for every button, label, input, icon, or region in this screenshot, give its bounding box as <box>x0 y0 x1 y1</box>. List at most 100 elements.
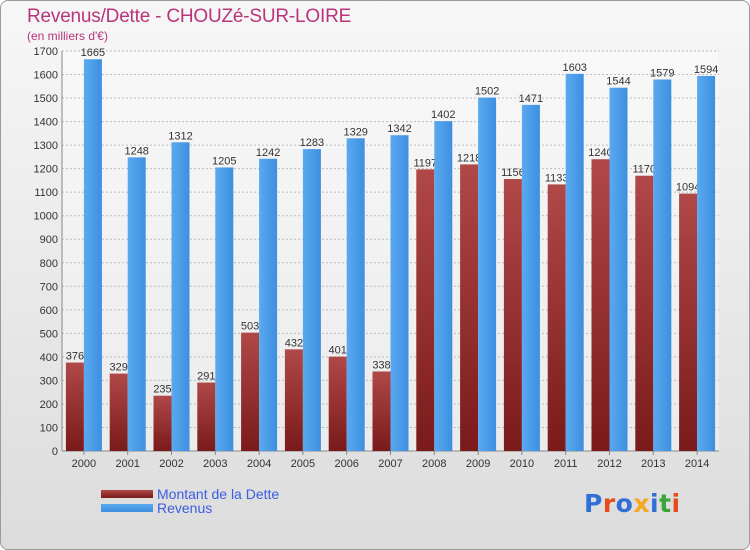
legend-item-revenue: Revenus <box>101 500 279 516</box>
data-label-revenue: 1248 <box>124 145 148 157</box>
y-tick-label: 500 <box>40 328 58 340</box>
bar-revenue <box>521 104 540 451</box>
legend-label-revenue: Revenus <box>157 500 213 516</box>
legend-swatch-debt <box>101 490 153 498</box>
data-label-debt: 329 <box>110 362 128 374</box>
logo-letter: P <box>584 489 603 518</box>
legend: Montant de la Dette Revenus <box>101 486 280 516</box>
bar-revenue <box>346 138 365 451</box>
data-label-debt: 1156 <box>501 167 525 179</box>
logo-letter: t <box>659 489 672 518</box>
bar-debt <box>197 382 216 451</box>
y-tick-label: 200 <box>40 399 58 411</box>
data-label-debt: 1094 <box>676 182 700 194</box>
data-label-debt: 1170 <box>632 164 656 176</box>
x-tick-label: 2008 <box>422 458 446 470</box>
data-label-revenue: 1342 <box>387 123 411 135</box>
x-tick-label: 2004 <box>247 458 271 470</box>
y-tick-label: 1300 <box>34 140 58 152</box>
data-label-revenue: 1603 <box>562 62 586 74</box>
bar-revenue <box>478 97 497 452</box>
bar-debt <box>460 164 479 452</box>
bar-revenue <box>171 142 190 451</box>
data-label-revenue: 1283 <box>300 137 324 149</box>
data-label-debt: 432 <box>285 337 303 349</box>
bar-revenue <box>83 59 102 452</box>
y-tick-label: 600 <box>40 305 58 317</box>
y-tick-label: 0 <box>52 446 58 458</box>
data-label-debt: 235 <box>153 384 171 396</box>
bar-debt <box>328 356 347 451</box>
x-tick-label: 2006 <box>334 458 358 470</box>
y-tick-label: 1600 <box>34 70 58 82</box>
y-tick-label: 1000 <box>34 211 58 223</box>
data-label-revenue: 1665 <box>81 47 105 59</box>
bar-revenue <box>215 167 234 451</box>
bar-debt <box>635 175 654 452</box>
x-tick-label: 2002 <box>159 458 183 470</box>
y-tick-label: 400 <box>40 352 58 364</box>
bar-revenue <box>434 121 453 451</box>
data-label-revenue: 1205 <box>212 155 236 167</box>
logo-letter: i <box>671 489 681 518</box>
bar-debt <box>241 332 260 451</box>
bar-revenue <box>127 157 146 451</box>
bar-debt <box>416 169 435 451</box>
bar-revenue <box>390 135 409 451</box>
data-label-debt: 1197 <box>413 157 437 169</box>
bar-debt <box>65 362 84 451</box>
data-label-revenue: 1402 <box>431 109 455 121</box>
y-tick-label: 800 <box>40 258 58 270</box>
bar-debt <box>109 373 128 451</box>
bar-revenue <box>653 79 672 452</box>
data-label-revenue: 1544 <box>606 76 630 88</box>
chart-title: Revenus/Dette - CHOUZé-SUR-LOIRE <box>27 6 352 27</box>
bar-debt <box>503 179 522 451</box>
data-label-debt: 338 <box>372 359 390 371</box>
y-tick-label: 1400 <box>34 117 58 129</box>
logo-letter: x <box>633 489 650 518</box>
data-label-revenue: 1594 <box>694 64 718 76</box>
bar-revenue <box>697 75 716 452</box>
legend-item-debt: Montant de la Dette <box>101 486 280 502</box>
bar-revenue <box>302 149 321 451</box>
data-label-debt: 1240 <box>588 147 612 159</box>
x-tick-label: 2009 <box>466 458 490 470</box>
x-tick-label: 2012 <box>597 458 621 470</box>
y-tick-label: 900 <box>40 234 58 246</box>
bar-revenue <box>565 73 584 451</box>
x-tick-label: 2010 <box>510 458 534 470</box>
y-tick-label: 700 <box>40 281 58 293</box>
x-tick-label: 2005 <box>291 458 315 470</box>
data-label-debt: 503 <box>241 321 259 333</box>
y-tick-label: 1500 <box>34 93 58 105</box>
x-tick-label: 2011 <box>554 458 578 470</box>
y-tick-label: 1200 <box>34 164 58 176</box>
data-label-revenue: 1329 <box>343 126 367 138</box>
data-label-debt: 376 <box>66 351 84 363</box>
x-tick-label: 2007 <box>378 458 402 470</box>
chart-subtitle: (en milliers d'€) <box>27 29 108 43</box>
data-label-debt: 401 <box>329 345 347 357</box>
data-label-revenue: 1242 <box>256 147 280 159</box>
logo-letter: i <box>650 489 660 518</box>
bar-revenue <box>609 87 628 452</box>
data-label-revenue: 1312 <box>168 130 192 142</box>
bar-revenue <box>259 158 278 451</box>
data-label-debt: 1218 <box>457 152 481 164</box>
y-tick-label: 300 <box>40 375 58 387</box>
logo-letter: r <box>602 489 616 518</box>
proxiti-logo: Proxiti <box>584 489 681 518</box>
bar-debt <box>372 371 391 451</box>
bar-debt <box>284 349 303 451</box>
data-label-debt: 291 <box>197 371 215 383</box>
x-tick-label: 2013 <box>641 458 665 470</box>
y-tick-label: 1700 <box>34 46 58 58</box>
logo-letter: o <box>615 489 634 518</box>
legend-label-debt: Montant de la Dette <box>157 486 280 502</box>
bar-debt <box>547 184 566 452</box>
x-tick-label: 2000 <box>72 458 96 470</box>
bar-debt <box>153 395 172 451</box>
